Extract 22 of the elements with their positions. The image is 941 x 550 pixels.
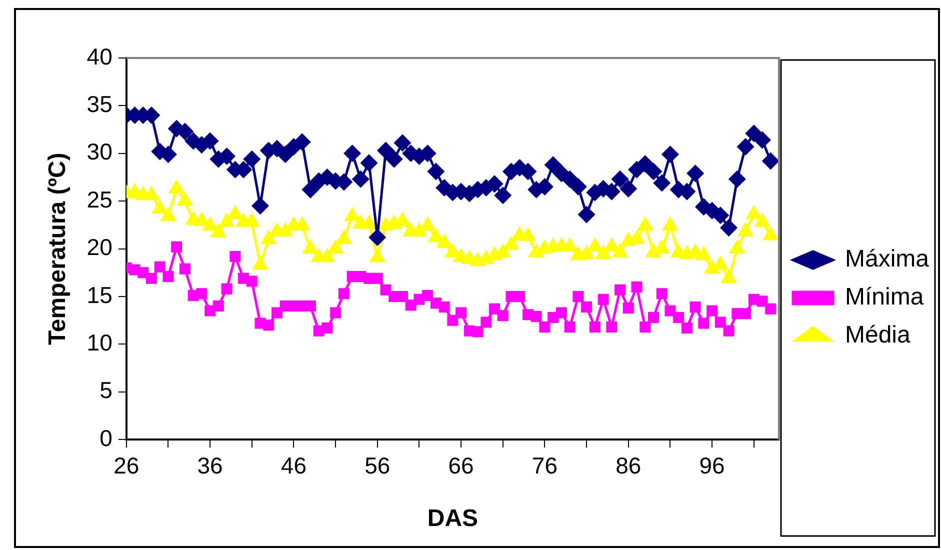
y-tick-label: 25 xyxy=(86,186,112,212)
y-tick-label: 15 xyxy=(86,282,112,308)
y-tick-label: 40 xyxy=(86,43,112,70)
x-tick-label: 26 xyxy=(114,452,140,479)
x-tick-label: 86 xyxy=(616,452,642,479)
x-tick-label: 66 xyxy=(448,452,474,479)
legend-label: Média xyxy=(844,322,912,349)
y-axis-title: Temperatura (ºC) xyxy=(44,152,72,345)
y-tick-label: 30 xyxy=(86,138,112,165)
y-tick-label: 0 xyxy=(100,424,112,451)
x-axis-title: DAS xyxy=(427,505,478,532)
y-tick-label: 20 xyxy=(86,234,112,260)
x-tick-label: 76 xyxy=(532,452,558,479)
y-tick-label: 35 xyxy=(86,91,112,118)
x-tick-label: 36 xyxy=(197,452,223,479)
y-tick-label: 10 xyxy=(86,330,112,356)
x-tick-label: 46 xyxy=(280,452,307,479)
legend-label: Mínima xyxy=(844,284,924,311)
x-tick-label: 56 xyxy=(364,452,390,479)
x-tick-label: 96 xyxy=(699,452,725,479)
legend-label: Máxima xyxy=(844,246,930,273)
y-tick-label: 5 xyxy=(100,377,112,404)
